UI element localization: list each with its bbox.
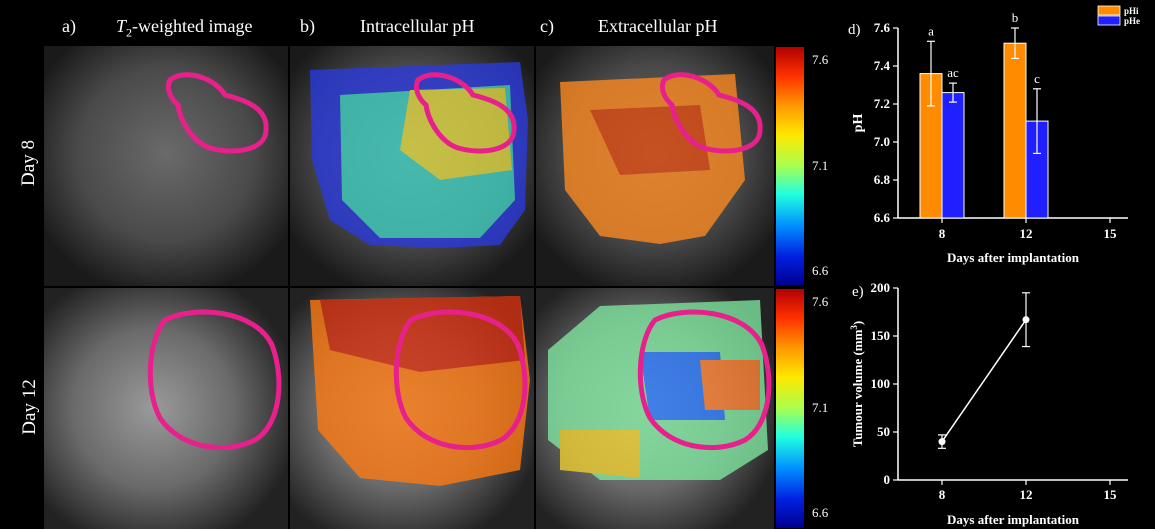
d-bar-phi <box>1003 42 1027 219</box>
e-x-tick-label: 8 <box>939 487 946 502</box>
d-y-tick-label: 7.0 <box>874 134 890 149</box>
intracellular-ph-title: Intracellular pH <box>360 16 475 36</box>
roi-phi-day8 <box>413 72 517 154</box>
d-y-tick-label: 7.4 <box>874 58 891 73</box>
d-y-tick-label: 6.6 <box>874 210 891 225</box>
phe-overlay-day12-warm <box>700 360 760 410</box>
d-significance-letter: c <box>1034 71 1040 86</box>
colorbar-day12-tick-mid: 7.1 <box>812 400 829 415</box>
d-y-tick-label: 7.6 <box>874 20 891 35</box>
e-y-tick-label: 200 <box>871 280 891 295</box>
t2-subscript: 2 <box>126 25 133 40</box>
roi-outlines <box>147 72 772 451</box>
d-significance-letter: a <box>928 23 934 38</box>
e-y-axis-label-end: ) <box>850 321 865 325</box>
e-panel-label: e) <box>852 284 864 300</box>
t2-symbol: T <box>116 16 127 36</box>
e-y-axis-label: Tumour volume (mm3) <box>849 321 865 448</box>
d-legend-swatch-phi <box>1097 5 1121 16</box>
roi-phi-day12 <box>393 309 528 451</box>
colorbar-day12-tick-min: 6.6 <box>812 505 829 520</box>
e-x-tick-label: 12 <box>1020 487 1033 502</box>
roi-t2-day8 <box>165 72 269 154</box>
t2-image-day12 <box>44 288 288 529</box>
d-legend-label-phi: pHi <box>1124 6 1139 16</box>
d-x-axis-label: Days after implantation <box>947 250 1080 265</box>
t2-image-title: T2-weighted image <box>116 16 252 41</box>
t2-title-rest: -weighted image <box>132 16 253 36</box>
e-x-tick-label: 15 <box>1104 487 1118 502</box>
line-chart-volume: e) 0 50 100 150 200 8 12 15 Days after implantati… <box>849 280 1128 527</box>
e-y-tick-label: 150 <box>871 328 891 343</box>
d-x-tick-label: 8 <box>939 226 946 241</box>
colorbar-day8-tick-max: 7.6 <box>812 52 829 67</box>
d-significance-letter: ac <box>947 65 959 80</box>
panel-label-b: b) <box>300 16 315 36</box>
e-y-axis-label-main: Tumour volume (mm <box>850 329 865 447</box>
colorbar-day8-tick-mid: 7.1 <box>812 158 829 173</box>
e-data-point <box>938 438 946 446</box>
panel-label-c: c) <box>540 16 554 36</box>
colorbar-day8-tick-min: 6.6 <box>812 263 829 278</box>
bar-chart-ph: d) 6.6 6.8 7.0 7.2 7.4 7.6 8 12 15 Days after impl… <box>848 5 1140 265</box>
t2-image-day8 <box>44 46 288 286</box>
panel-label-a: a) <box>62 16 76 36</box>
roi-phe-day8 <box>659 72 763 154</box>
d-legend-swatch-phe <box>1097 15 1121 26</box>
d-y-tick-label: 6.8 <box>874 172 891 187</box>
colorbar-day8 <box>776 47 804 285</box>
e-data-point <box>1022 316 1030 324</box>
e-x-axis-label: Days after implantation <box>947 512 1080 527</box>
colorbar-day12-tick-max: 7.6 <box>812 294 829 309</box>
d-y-tick-label: 7.2 <box>874 96 890 111</box>
colorbar-day12 <box>776 289 804 528</box>
d-legend-label-phe: pHe <box>1124 16 1140 26</box>
d-bar-phe <box>941 92 965 219</box>
d-x-tick-label: 12 <box>1020 226 1033 241</box>
phe-overlay-day12-yellow <box>560 430 640 478</box>
e-y-tick-label: 0 <box>884 472 891 487</box>
d-y-axis-label: pH <box>851 114 866 133</box>
roi-phe-day12 <box>637 309 772 451</box>
e-series-line <box>941 319 1027 443</box>
d-panel-label: d) <box>848 22 861 38</box>
roi-t2-day12 <box>147 309 282 451</box>
e-y-tick-label: 50 <box>877 424 890 439</box>
extracellular-ph-title: Extracellular pH <box>598 16 718 36</box>
e-y-axis-label-sup: 3 <box>849 325 859 330</box>
e-y-tick-label: 100 <box>871 376 891 391</box>
d-significance-letter: b <box>1012 10 1019 25</box>
d-x-tick-label: 15 <box>1104 226 1118 241</box>
